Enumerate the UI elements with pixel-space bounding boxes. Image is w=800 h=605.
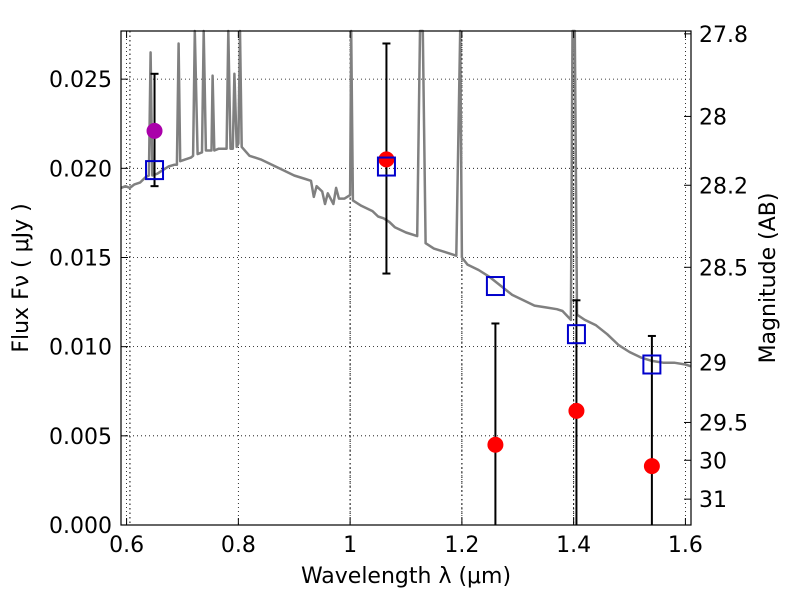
synthetic-photometry-point (145, 160, 165, 181)
synthetic-photometry-point (642, 354, 662, 375)
synthetic-photometry-point (485, 276, 505, 297)
y-tick-label: 0.005 (49, 425, 112, 450)
x-tick-label: 1 (343, 533, 357, 558)
ticks: 0.6 0.8 1 1.2 1.4 1.6 0.000 0.005 0.010 0.015 0.02… (49, 23, 748, 558)
x-tick-label: 1.6 (668, 533, 703, 558)
y-axis-label: Flux Fν ( μJy ) (9, 203, 34, 352)
plot-frame (120, 30, 692, 526)
x-tick-label: 0.6 (109, 533, 144, 558)
error-bars (150, 42, 656, 525)
data-point (378, 151, 395, 168)
right-tick-label: 27.8 (699, 23, 748, 48)
right-tick-label: 28 (699, 105, 727, 130)
right-tick-label: 28.5 (699, 256, 748, 281)
y-tick-label: 0.025 (49, 68, 112, 93)
data-point (487, 436, 504, 453)
x-tick-label: 1.4 (556, 533, 591, 558)
y-tick-label: 0.010 (49, 336, 112, 361)
synthetic-photometry-point (376, 156, 396, 177)
right-tick-label: 29 (699, 351, 727, 376)
right-tick-label: 31 (699, 488, 727, 513)
data-point (568, 402, 585, 419)
data-point (643, 458, 660, 475)
x-tick-label: 1.2 (444, 533, 479, 558)
y-tick-label: 0.020 (49, 157, 112, 182)
grid (121, 31, 691, 525)
right-tick-label: 29.5 (699, 411, 748, 436)
synthetic-photometry-point (566, 324, 586, 345)
data-point (146, 122, 163, 139)
data-markers (145, 122, 662, 475)
model-spectrum (120, 29, 692, 368)
y-axis-right-label: Magnitude (AB) (756, 193, 781, 364)
y-tick-label: 0.000 (49, 514, 112, 539)
spectrum-line (120, 29, 692, 368)
x-axis-label: Wavelength λ (μm) (301, 564, 511, 589)
right-tick-label: 30 (699, 449, 727, 474)
x-tick-label: 0.8 (221, 533, 256, 558)
right-tick-label: 28.2 (699, 174, 748, 199)
y-tick-label: 0.015 (49, 246, 112, 271)
